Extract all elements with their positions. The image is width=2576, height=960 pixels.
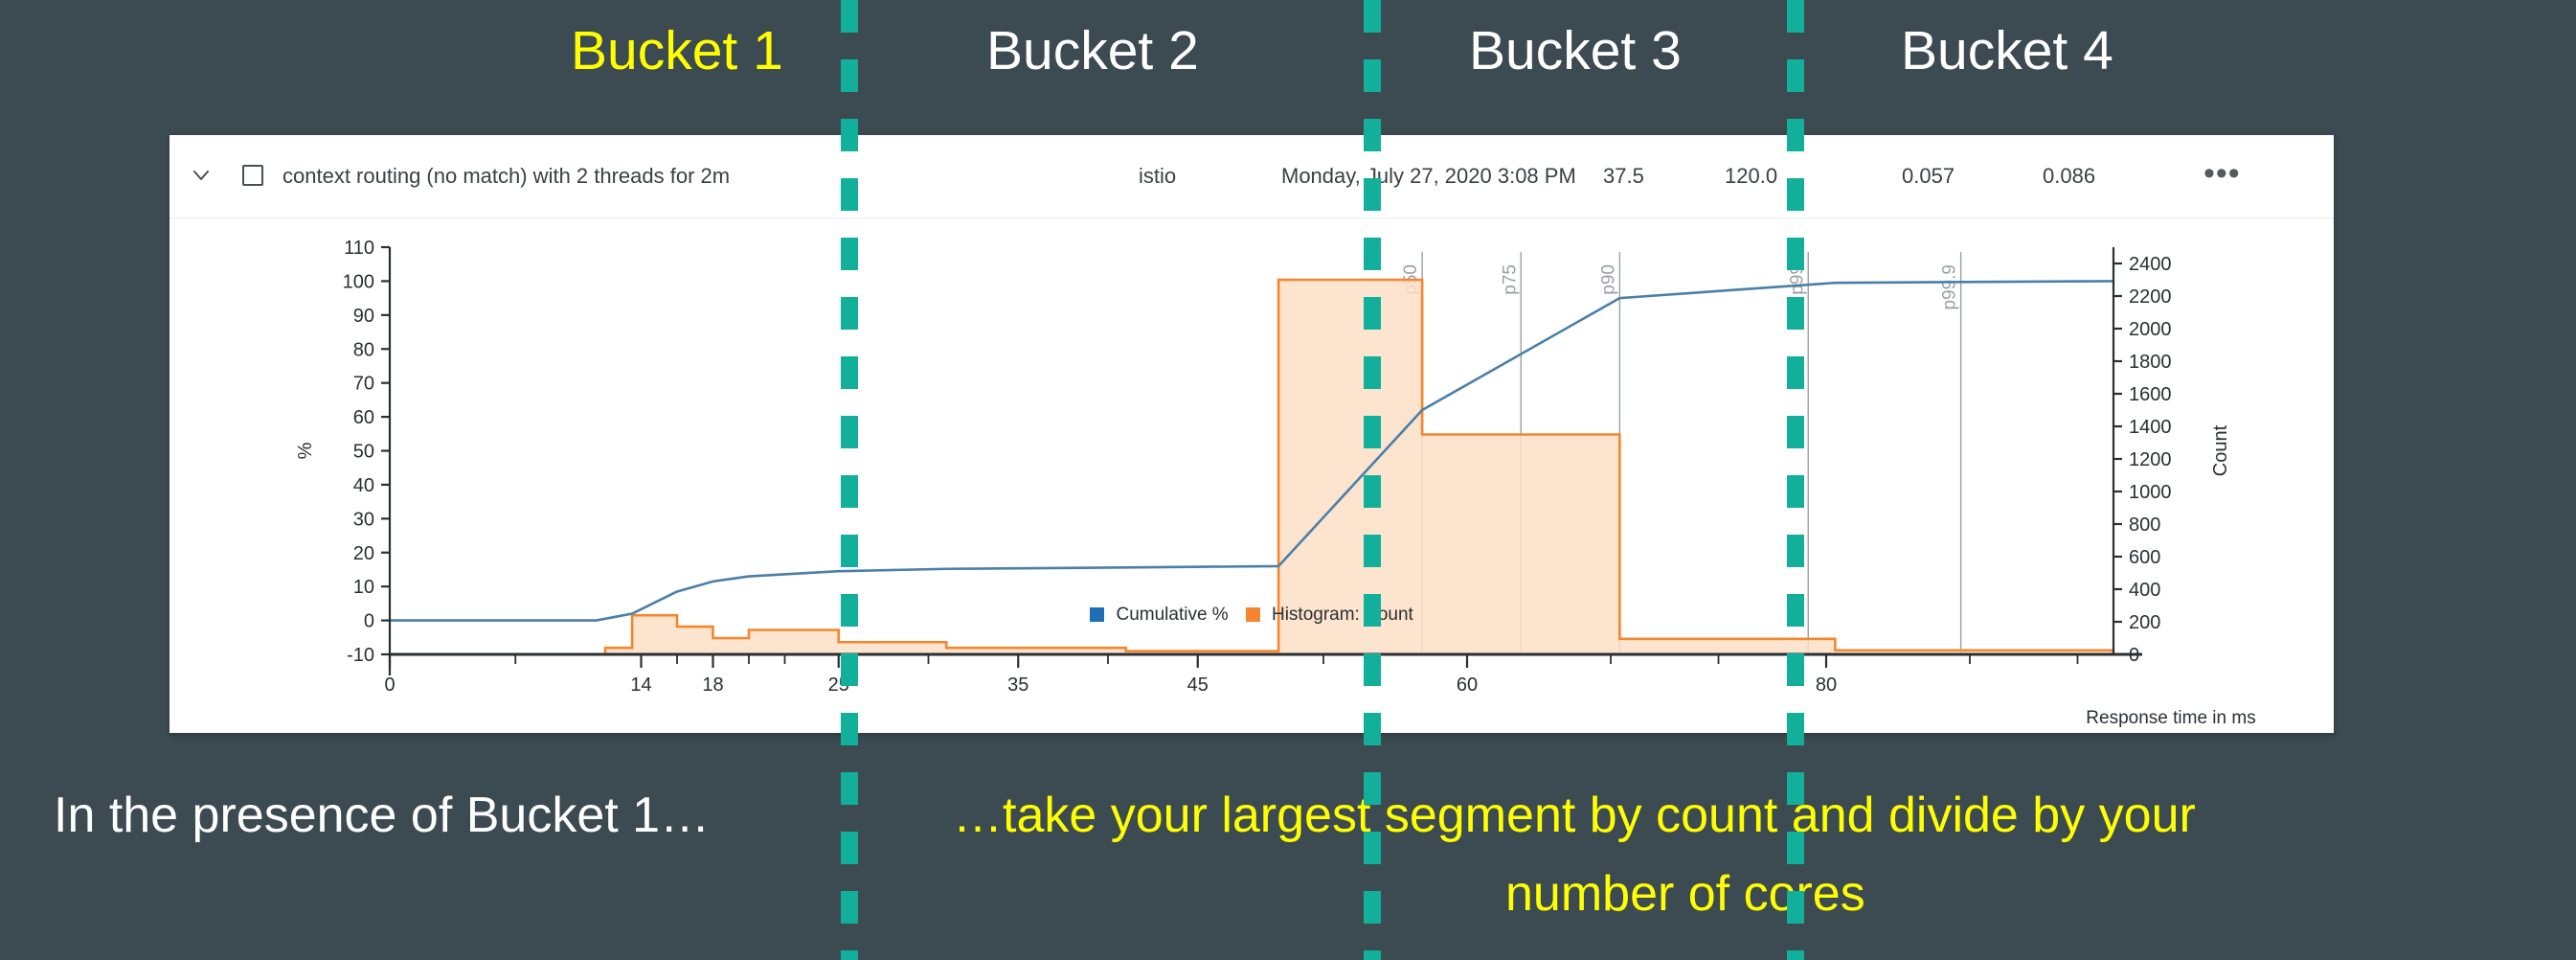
svg-text:2200: 2200	[2129, 286, 2172, 308]
svg-text:0: 0	[384, 674, 395, 696]
svg-text:1800: 1800	[2129, 352, 2172, 373]
row-value-4: 0.086	[2043, 164, 2096, 188]
legend-swatch-cumulative	[1090, 607, 1105, 622]
bucket-label-3: Bucket 3	[1469, 20, 1682, 81]
svg-text:1400: 1400	[2129, 417, 2172, 438]
svg-text:%: %	[295, 442, 316, 459]
row-timestamp: Monday, July 27, 2020 3:08 PM	[1281, 164, 1576, 188]
bucket-divider-3	[1787, 0, 1804, 960]
result-row[interactable]: context routing (no match) with 2 thread…	[169, 135, 2334, 218]
svg-text:0: 0	[364, 611, 374, 632]
svg-text:14: 14	[630, 674, 651, 696]
svg-text:600: 600	[2129, 547, 2160, 568]
svg-text:45: 45	[1187, 674, 1209, 696]
svg-text:Count: Count	[2210, 424, 2231, 476]
chevron-down-icon[interactable]	[191, 165, 212, 186]
svg-text:p99.9: p99.9	[1940, 264, 1960, 310]
svg-text:70: 70	[353, 374, 374, 395]
svg-text:p75: p75	[1500, 264, 1520, 295]
svg-text:40: 40	[353, 475, 374, 496]
svg-text:2400: 2400	[2129, 254, 2172, 275]
svg-text:200: 200	[2129, 612, 2160, 633]
caption-right-line1: …take your largest segment by count and …	[953, 788, 2196, 843]
row-checkbox[interactable]	[242, 165, 263, 186]
row-value-3: 0.057	[1902, 164, 1955, 188]
bucket-label-1: Bucket 1	[571, 20, 783, 81]
legend-label-cumulative: Cumulative %	[1116, 605, 1229, 625]
legend-label-histogram: Histogram: Count	[1271, 605, 1413, 625]
bucket-divider-1	[841, 0, 858, 960]
svg-text:1000: 1000	[2129, 482, 2172, 503]
bucket-divider-2	[1364, 0, 1381, 960]
overflow-menu-icon[interactable]: •••	[2203, 155, 2241, 192]
svg-text:30: 30	[353, 509, 374, 530]
svg-text:80: 80	[353, 339, 374, 360]
bucket-label-4: Bucket 4	[1901, 20, 2113, 81]
svg-text:1200: 1200	[2129, 449, 2172, 470]
svg-text:800: 800	[2129, 514, 2160, 536]
svg-text:80: 80	[1816, 674, 1837, 696]
svg-text:10: 10	[353, 577, 374, 598]
svg-text:Response time in ms: Response time in ms	[2086, 708, 2255, 728]
row-name: context routing (no match) with 2 thread…	[282, 164, 731, 188]
row-value-1: 37.5	[1603, 164, 1644, 188]
chart-legend: Cumulative % Histogram: Count	[169, 605, 2334, 626]
legend-item-cumulative: Cumulative %	[1090, 605, 1229, 626]
caption-left: In the presence of Bucket 1…	[54, 788, 711, 843]
svg-text:2000: 2000	[2129, 319, 2172, 340]
svg-text:100: 100	[343, 271, 374, 292]
svg-text:p90: p90	[1598, 264, 1618, 295]
row-value-2: 120.0	[1725, 164, 1778, 188]
chart-svg: p50p75p90p99p99.9-1001020304050607080901…	[295, 238, 2256, 728]
svg-text:50: 50	[353, 442, 374, 463]
svg-text:18: 18	[702, 674, 723, 696]
svg-text:20: 20	[353, 543, 374, 564]
row-tag: istio	[1139, 164, 1177, 188]
caption-right-line2: number of cores	[1505, 866, 1865, 922]
bucket-label-row: Bucket 1 Bucket 2 Bucket 3 Bucket 4	[0, 0, 2576, 113]
svg-text:-10: -10	[347, 645, 374, 666]
legend-swatch-histogram	[1245, 607, 1260, 622]
histogram-chart: p50p75p90p99p99.9-1001020304050607080901…	[169, 218, 2334, 733]
svg-text:90: 90	[353, 306, 374, 327]
svg-text:60: 60	[353, 407, 374, 428]
svg-text:1600: 1600	[2129, 384, 2172, 405]
legend-item-histogram: Histogram: Count	[1245, 605, 1413, 626]
svg-text:60: 60	[1457, 674, 1478, 696]
svg-text:110: 110	[344, 238, 374, 259]
bucket-label-2: Bucket 2	[986, 20, 1199, 81]
result-card: context routing (no match) with 2 thread…	[169, 135, 2334, 733]
svg-text:35: 35	[1007, 674, 1028, 696]
svg-text:400: 400	[2129, 580, 2160, 601]
